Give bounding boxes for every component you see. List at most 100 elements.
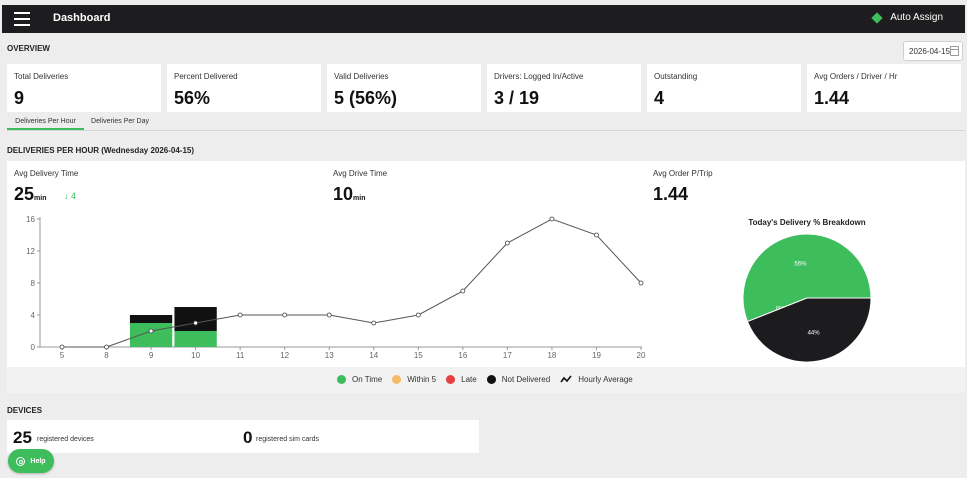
- trend-line-icon: [560, 375, 572, 383]
- legend-label: Hourly Average: [578, 375, 633, 384]
- tab-deliveries-per-day[interactable]: Deliveries Per Day: [91, 118, 149, 125]
- y-tick-label: 16: [26, 215, 35, 224]
- kpi-label: Percent Delivered: [174, 72, 238, 81]
- legend-item-hourly-average[interactable]: Hourly Average: [560, 375, 633, 384]
- avg-drive-time-unit: min: [353, 195, 366, 202]
- y-tick-label: 0: [31, 343, 36, 352]
- legend-dot-not-delivered: [486, 375, 496, 384]
- x-tick-label: 13: [325, 351, 334, 360]
- hourly-average-point: [237, 312, 243, 318]
- auto-assign-label: Auto Assign: [890, 12, 943, 23]
- kpi-label: Drivers: Logged In/Active: [494, 72, 584, 81]
- calendar-icon[interactable]: [950, 46, 959, 56]
- legend-dot-within-5: [392, 375, 402, 384]
- overview-title: OVERVIEW: [7, 44, 50, 53]
- hourly-average-line: [62, 218, 642, 348]
- legend-dot-on-time: [337, 375, 346, 384]
- devices-title: DEVICES: [7, 406, 43, 415]
- x-tick-label: 19: [592, 351, 601, 360]
- deliveries-per-hour-chart: 0 4 8 12 16 5 8 9 10 11 12 13 14 15 16 17 18 19 20: [26, 215, 646, 360]
- lifebuoy-icon: [16, 456, 26, 466]
- bar-not-delivered: [174, 307, 217, 331]
- chart-legend-strip: On Time Within 5 Late Not Delivered Hour…: [7, 367, 965, 393]
- devices-panel: 25 registered devices 0 registered sim c…: [7, 420, 479, 453]
- legend-label: Within 5: [407, 375, 437, 384]
- avg-delivery-time-unit: min: [34, 195, 47, 202]
- hourly-average-point: [326, 312, 332, 318]
- pie-slice-label: 56%: [794, 261, 807, 267]
- x-tick-label: 17: [503, 351, 512, 360]
- hourly-average-point: [415, 312, 421, 318]
- kpi-card-outstanding: Outstanding 4: [647, 64, 801, 112]
- x-tick-label: 14: [369, 351, 378, 360]
- per-hour-panel: Avg Delivery Time 25min ↓ 4 Avg Drive Ti…: [7, 161, 965, 367]
- kpi-card-valid-deliveries: Valid Deliveries 5 (56%): [327, 64, 481, 112]
- pie-slice: [746, 297, 872, 363]
- registered-devices-count: 25: [13, 428, 32, 447]
- chart-legend: On Time Within 5 Late Not Delivered Hour…: [337, 375, 643, 384]
- tab-divider: [7, 130, 965, 131]
- legend-item-not-delivered[interactable]: Not Delivered: [486, 375, 550, 384]
- kpi-value: 9: [14, 88, 25, 108]
- date-picker[interactable]: 2026-04-15: [903, 41, 963, 61]
- delta-value: 4: [71, 191, 77, 201]
- sim-cards-label: registered sim cards: [256, 436, 320, 443]
- kpi-card-drivers: Drivers: Logged In/Active 3 / 19: [487, 64, 641, 112]
- kpi-card-avg-orders: Avg Orders / Driver / Hr 1.44: [807, 64, 961, 112]
- hourly-average-point: [638, 280, 644, 286]
- avg-delivery-time-value: 25min: [14, 184, 46, 205]
- hourly-average-point: [371, 320, 377, 326]
- x-tick-label: 8: [104, 351, 109, 360]
- legend-item-late[interactable]: Late: [446, 375, 477, 384]
- hourly-average-point: [504, 240, 510, 246]
- auto-assign-toggle[interactable]: Auto Assign: [871, 11, 943, 24]
- avg-drive-time-value: 10min: [333, 184, 365, 205]
- kpi-value: 5 (56%): [334, 88, 398, 108]
- help-label: Help: [30, 457, 46, 465]
- avg-order-trip-value: 1.44: [653, 184, 689, 204]
- help-button[interactable]: Help: [8, 449, 54, 473]
- page-title: Dashboard: [53, 12, 111, 24]
- y-tick-label: 4: [31, 311, 36, 320]
- kpi-value: 1.44: [814, 88, 850, 108]
- hourly-average-point: [460, 288, 466, 294]
- x-tick-label: 5: [60, 351, 65, 360]
- top-bar: Dashboard Auto Assign: [2, 5, 965, 33]
- y-tick-label: 8: [31, 279, 36, 288]
- kpi-value: 56%: [174, 88, 211, 108]
- avg-delivery-delta: ↓ 4: [64, 191, 76, 201]
- kpi-card-total-deliveries: Total Deliveries 9: [7, 64, 161, 112]
- registered-devices-label: registered devices: [37, 436, 94, 443]
- x-tick-label: 9: [149, 351, 154, 360]
- legend-item-on-time[interactable]: On Time: [337, 375, 382, 384]
- hourly-average-point: [193, 320, 199, 326]
- kpi-value: 3 / 19: [494, 88, 540, 108]
- x-tick-label: 11: [236, 351, 245, 360]
- arrow-down-icon: ↓: [64, 191, 69, 201]
- legend-label: On Time: [352, 375, 383, 384]
- y-tick-label: 12: [26, 247, 35, 256]
- hourly-average-point: [104, 344, 109, 350]
- x-tick-label: 18: [547, 351, 556, 360]
- hourly-average-point: [59, 344, 65, 350]
- kpi-label: Total Deliveries: [14, 72, 69, 81]
- kpi-value: 4: [654, 88, 665, 108]
- kpi-label: Valid Deliveries: [334, 72, 389, 81]
- legend-dot-late: [446, 375, 456, 384]
- legend-item-within-5[interactable]: Within 5: [392, 375, 436, 384]
- kpi-card-percent-delivered: Percent Delivered 56%: [167, 64, 321, 112]
- pie-title: Today's Delivery % Breakdown: [748, 218, 865, 227]
- tab-deliveries-per-hour[interactable]: Deliveries Per Hour: [7, 114, 84, 130]
- bar-not-delivered: [129, 315, 173, 323]
- avg-drive-time-number: 10: [333, 184, 354, 204]
- hamburger-menu-icon[interactable]: [14, 12, 30, 26]
- x-tick-label: 20: [637, 351, 646, 360]
- per-hour-title: DELIVERIES PER HOUR (Wednesday 2026-04-1…: [7, 146, 195, 155]
- avg-order-trip-label: Avg Order P/Trip: [653, 169, 713, 178]
- kpi-label: Outstanding: [654, 72, 698, 81]
- x-tick-label: 15: [414, 351, 423, 360]
- sim-cards-count: 0: [243, 428, 253, 447]
- avg-delivery-time-label: Avg Delivery Time: [14, 169, 79, 178]
- date-value: 2026-04-15: [909, 47, 950, 56]
